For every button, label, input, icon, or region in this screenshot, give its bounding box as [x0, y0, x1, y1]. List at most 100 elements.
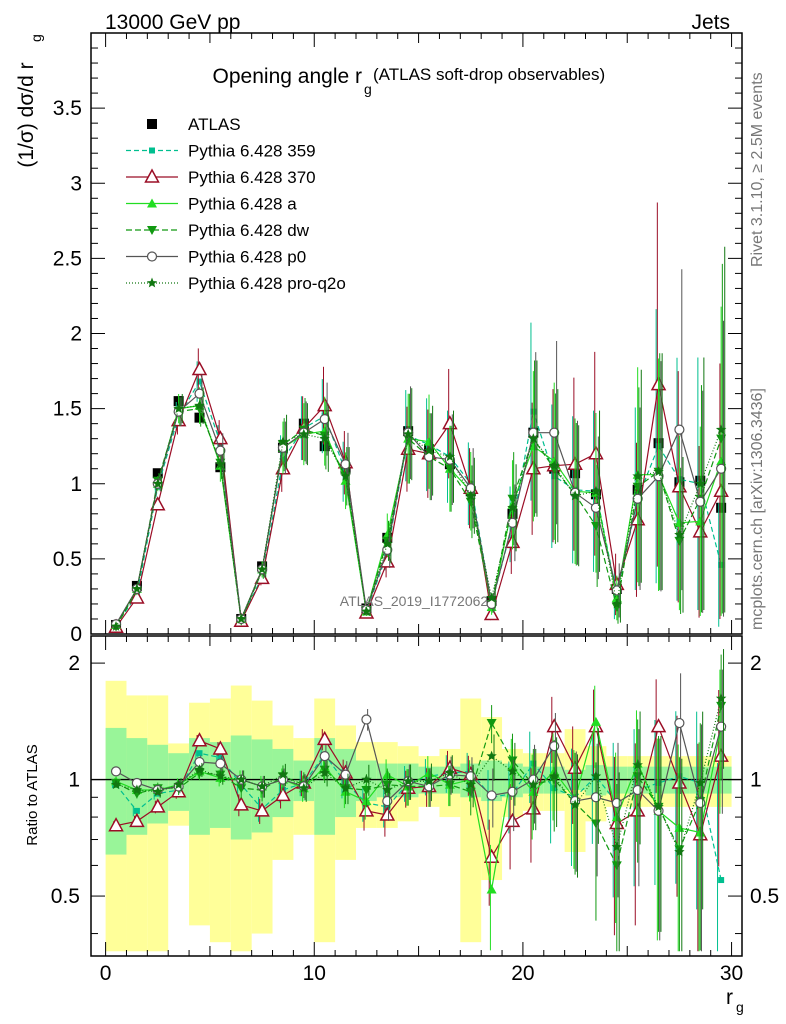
ratio-point: [549, 770, 560, 781]
ratio-point: [133, 807, 140, 814]
ratio-point: [150, 798, 166, 813]
data-point: [277, 436, 289, 447]
ratio-series-pythia-6-428-pro-q2o: [110, 649, 727, 952]
data-point: [590, 485, 602, 496]
y-axis-label: (1/σ) dσ/d r g: [15, 34, 44, 167]
inner-band: [105, 727, 127, 855]
ratio-point: [674, 846, 685, 857]
ratio-point: [194, 764, 205, 775]
legend-label: Pythia 6.428 p0: [188, 248, 306, 267]
ratio-point: [507, 765, 518, 776]
ratio-y-axis-label: Ratio to ATLAS: [24, 744, 41, 845]
ratio-point: [215, 758, 226, 769]
ratio-point: [173, 779, 184, 790]
ratio-point: [191, 732, 208, 747]
ratio-point: [504, 812, 521, 828]
ratio-point: [444, 767, 456, 778]
ratio-point: [196, 750, 203, 757]
series-line: [115, 380, 722, 626]
ratio-point: [233, 796, 249, 811]
data-point: [611, 585, 622, 596]
ratio-point: [340, 782, 351, 793]
legend-label: Pythia 6.428 a: [188, 195, 297, 214]
ratio-point: [379, 806, 396, 821]
data-point: [632, 493, 643, 504]
ratio-point: [695, 777, 706, 788]
data-point: [549, 460, 560, 471]
main-plot-panel: [108, 202, 729, 633]
data-point: [131, 583, 143, 594]
series-line: [115, 407, 722, 627]
analysis-id-watermark: ATLAS_2019_I1772062: [340, 593, 489, 609]
ratio-y-tick-label: 0.5: [51, 885, 80, 908]
data-point: [196, 378, 203, 385]
title-rest: (ATLAS soft-drop observables): [373, 65, 605, 84]
legend: ATLAS Pythia 6.428 359 Pythia 6.428 370 Pyt…: [126, 115, 346, 293]
ratio-point: [236, 774, 247, 784]
data-point: [319, 433, 330, 444]
ratio-point: [275, 786, 291, 802]
data-point: [298, 428, 310, 439]
series-line: [115, 367, 722, 628]
ratio-point: [319, 750, 330, 762]
series-pythia-6-428-a: [111, 306, 727, 629]
legend-entry: Pythia 6.428 dw: [126, 221, 310, 240]
x-axis-label-sub: g: [736, 999, 744, 1015]
y-tick-label: 2: [70, 323, 82, 346]
ratio-point: [465, 779, 476, 790]
y-tick-label: 2.5: [53, 247, 82, 270]
ratio-point: [108, 817, 124, 832]
data-point: [423, 445, 435, 456]
data-point: [653, 466, 664, 477]
ratio-y-tick-label: 2: [68, 652, 80, 675]
data-point: [611, 598, 622, 609]
ratio-point: [152, 786, 163, 797]
ratio-point: [650, 718, 667, 733]
y-tick-label: 1: [70, 473, 82, 496]
ratio-point: [569, 799, 581, 810]
ratio-point: [382, 795, 393, 807]
series-pythia-6-428-pro-q2o: [110, 246, 727, 631]
legend-marker: [147, 226, 157, 235]
ratio-point: [486, 790, 497, 801]
ratio-point: [298, 782, 310, 793]
ratio-point: [486, 884, 497, 894]
ratio-point: [340, 769, 351, 780]
data-point: [465, 490, 476, 501]
ratio-point: [110, 779, 122, 790]
ratio-point: [217, 754, 224, 761]
y-tick-label: 3: [70, 172, 82, 195]
data-point: [444, 451, 456, 462]
ratio-point: [486, 719, 497, 729]
category-label: Jets: [691, 11, 730, 34]
ratio-point: [611, 797, 622, 809]
legend-label: Pythia 6.428 pro-q2o: [188, 274, 346, 293]
y-tick-label: 0: [70, 623, 82, 646]
y-tick-label: 1.5: [53, 398, 82, 421]
x-axis-label-main: r: [726, 986, 733, 1009]
outer-band: [460, 698, 482, 943]
ratio-point: [361, 714, 372, 725]
y-axis-label-main: (1/σ) dσ/d r: [15, 62, 38, 167]
ratio-point: [483, 848, 500, 863]
ratio-point: [254, 802, 270, 817]
legend-marker: [146, 251, 158, 262]
ratio-point: [129, 812, 145, 828]
data-point: [194, 400, 205, 411]
ratio-point: [590, 716, 601, 726]
legend-entry: Pythia 6.428 pro-q2o: [126, 274, 346, 293]
legend-marker: [146, 277, 158, 288]
data-point: [695, 478, 706, 489]
rivet-label: Rivet 3.1.10, ≥ 2.5M events: [749, 72, 766, 267]
ratio-y-tick-label: 1: [68, 769, 80, 792]
ratio-y-tick-label-right: 1: [750, 769, 762, 792]
data-point: [152, 468, 163, 479]
legend-entry: Pythia 6.428 a: [126, 195, 297, 214]
y-tick-label: 0.5: [53, 548, 82, 571]
legend-entry: Pythia 6.428 359: [126, 142, 316, 161]
legend-entry: Pythia 6.428 p0: [126, 248, 306, 267]
data-point: [129, 589, 145, 604]
legend-entry: Pythia 6.428 370: [126, 168, 316, 187]
energy-label: 13000 GeV pp: [105, 11, 240, 34]
